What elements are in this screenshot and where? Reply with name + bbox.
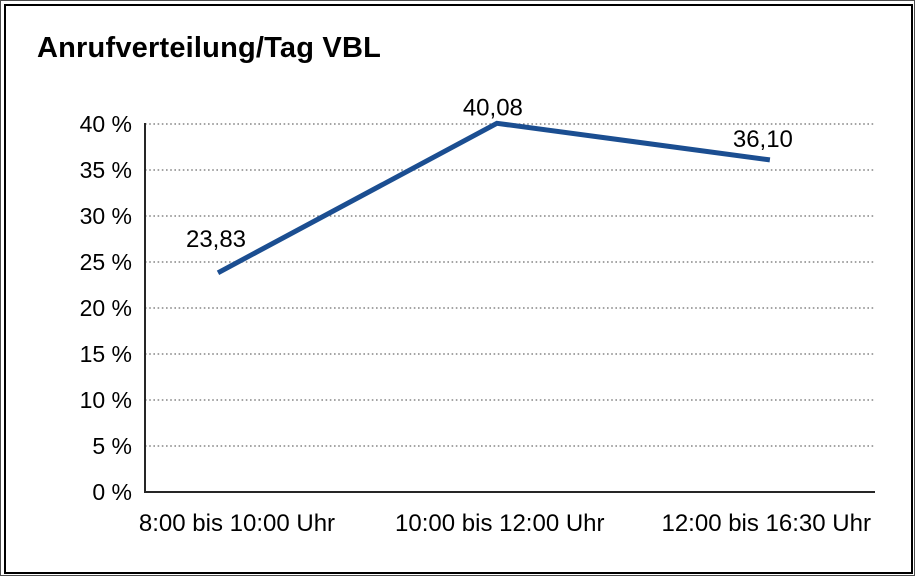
chart-title: Anrufverteilung/Tag VBL — [37, 32, 382, 64]
data-series-line — [216, 120, 771, 276]
data-point-label: 40,08 — [463, 94, 523, 121]
y-axis-tick-label: 0 % — [92, 479, 132, 505]
y-axis-tick-label: 20 % — [80, 295, 132, 321]
x-axis-category-label: 12:00 bis 16:30 Uhr — [661, 510, 870, 537]
y-axis-tick-label: 25 % — [80, 249, 132, 275]
y-axis-tick-label: 35 % — [80, 157, 132, 183]
y-axis-tick-label: 10 % — [80, 387, 132, 413]
x-axis-category-label: 8:00 bis 10:00 Uhr — [139, 510, 335, 537]
chart-frame — [4, 4, 913, 574]
y-axis-tick-label: 5 % — [92, 433, 132, 459]
y-axis-tick-label: 40 % — [80, 111, 132, 137]
x-axis-category-label: 10:00 bis 12:00 Uhr — [395, 510, 604, 537]
data-point-label: 23,83 — [186, 226, 246, 253]
y-axis-tick-label: 30 % — [80, 203, 132, 229]
data-point-label: 36,10 — [733, 126, 793, 153]
y-axis-tick-label: 15 % — [80, 341, 132, 367]
